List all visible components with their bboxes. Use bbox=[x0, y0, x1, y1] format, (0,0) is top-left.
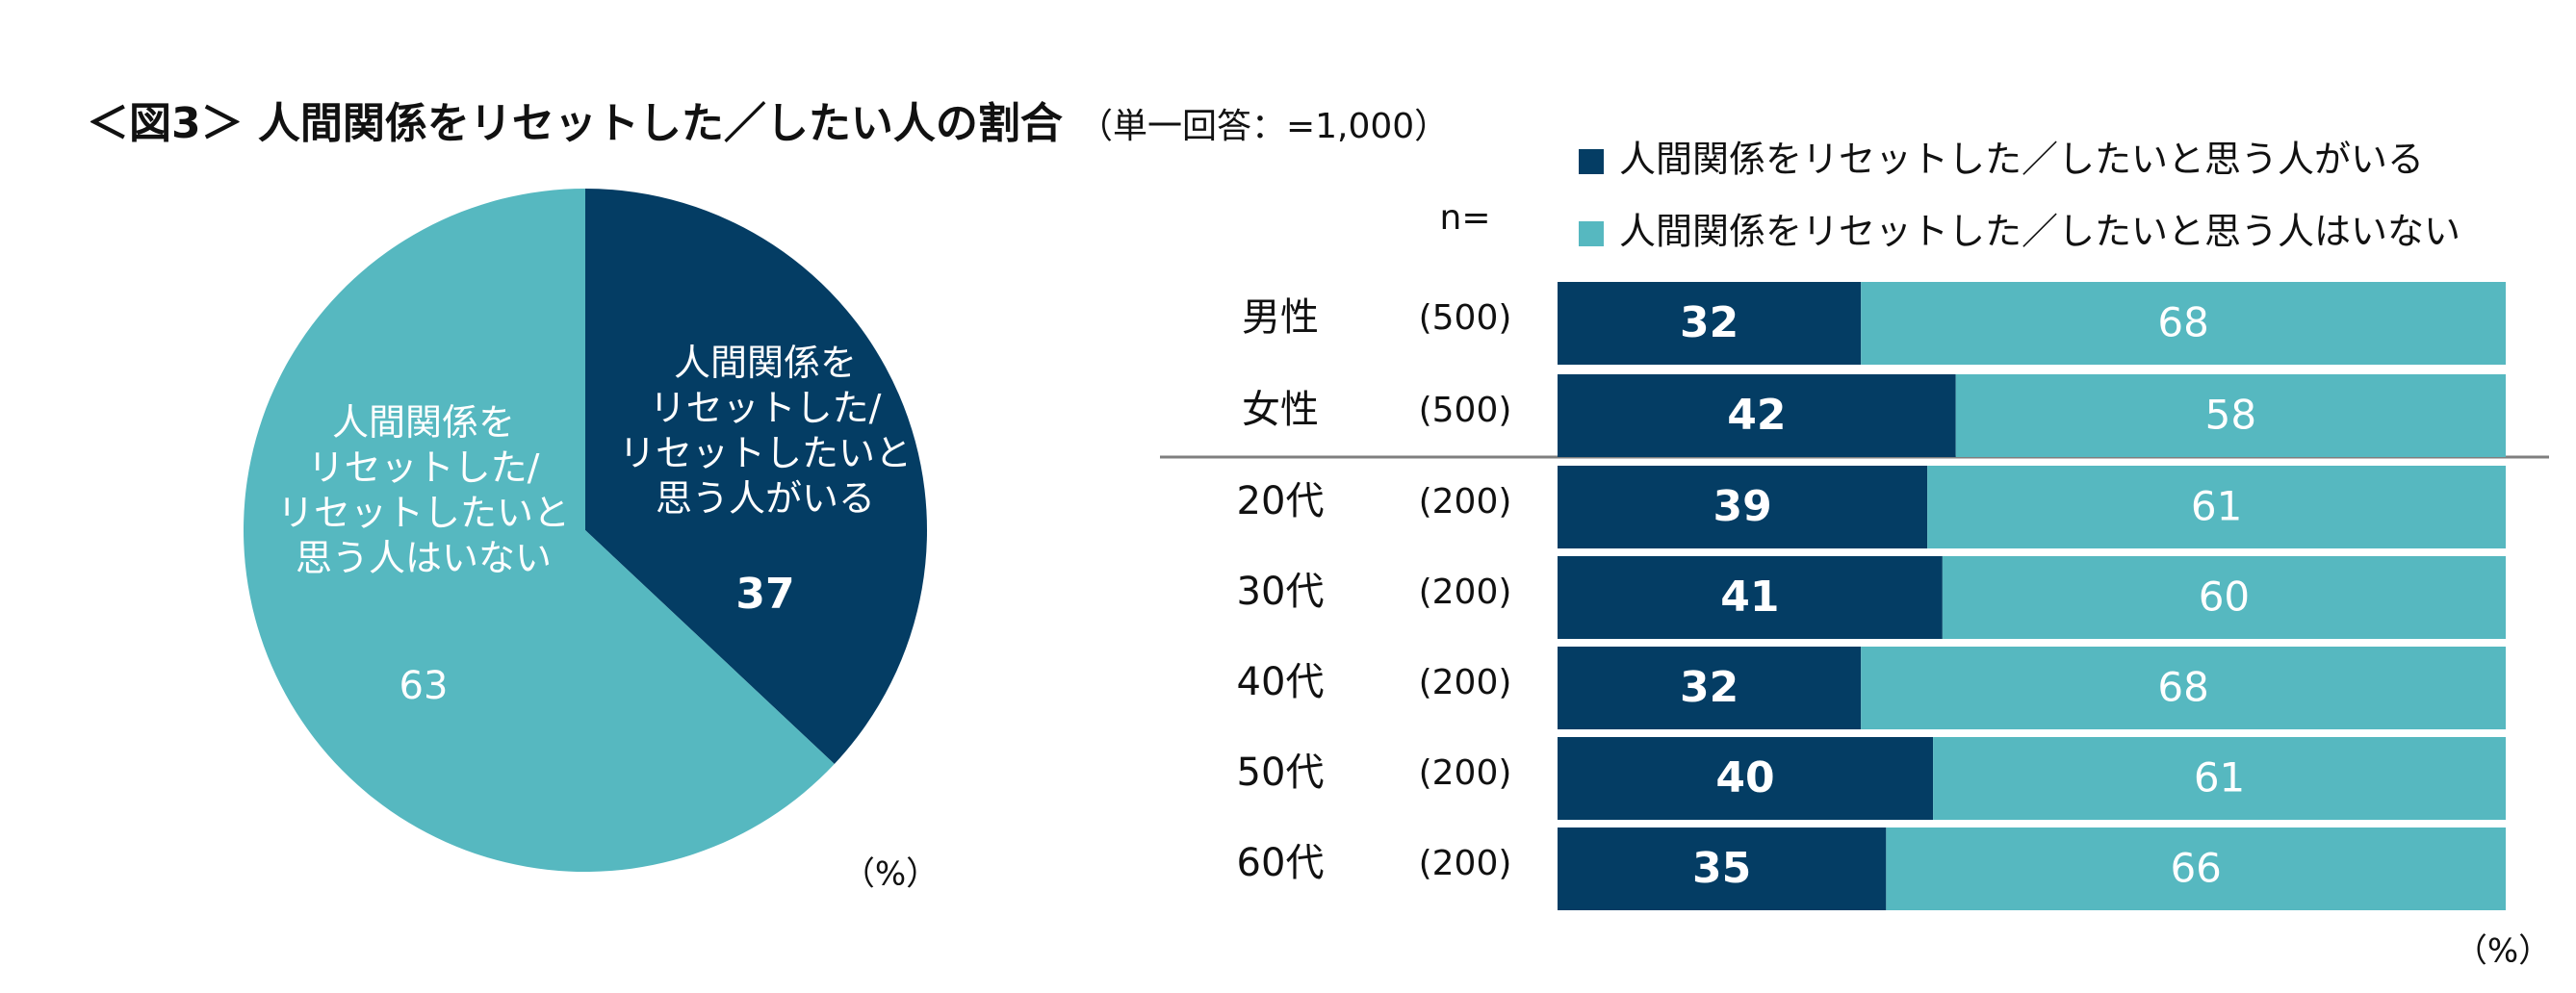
pie-slice-label-line: リセットした/ bbox=[308, 446, 540, 489]
bar-data-label: 61 bbox=[2194, 754, 2245, 802]
bar-category-label: 60代 bbox=[1237, 841, 1325, 885]
bar-data-label: 32 bbox=[1680, 663, 1739, 712]
pie-slice-value-label: 63 bbox=[399, 664, 449, 708]
pie-slice-label-line: 思う人はいない bbox=[296, 537, 552, 579]
bar-n-label: (200) bbox=[1419, 573, 1512, 612]
legend-swatch-2 bbox=[1579, 221, 1604, 246]
bar-data-label: 32 bbox=[1680, 298, 1739, 347]
legend-label-2: 人間関係をリセットした／したいと思う人はいない bbox=[1619, 211, 2460, 253]
bar-segment-1 bbox=[1558, 556, 1943, 639]
bar-segment-2 bbox=[1933, 737, 2506, 820]
chart-title-sample-note: （単一回答：=1,000） bbox=[1077, 107, 1450, 146]
bar-category-label: 50代 bbox=[1237, 751, 1325, 795]
bar-data-label: 41 bbox=[1720, 573, 1779, 622]
bar-segment-2 bbox=[1861, 282, 2506, 365]
chart-title: ＜図3＞ 人間関係をリセットした／したい人の割合 （単一回答：=1,000） bbox=[87, 89, 1449, 150]
bar-data-label: 39 bbox=[1713, 482, 1771, 531]
pie-chart: 人間関係をリセットした/リセットしたいと思う人がいる37人間関係をリセットした/… bbox=[243, 189, 939, 894]
pie-slice-label-line: 人間関係を bbox=[332, 401, 515, 444]
bar-data-label: 68 bbox=[2157, 664, 2208, 711]
bar-segment-2 bbox=[1942, 556, 2506, 639]
bar-n-label: (200) bbox=[1419, 753, 1512, 793]
bar-segment-2 bbox=[1861, 647, 2506, 729]
pie-unit-label: （%） bbox=[842, 855, 939, 894]
bar-n-label: (200) bbox=[1419, 844, 1512, 883]
bar-n-label: (500) bbox=[1419, 391, 1512, 430]
bar-category-label: 40代 bbox=[1237, 660, 1325, 704]
bar-segment-1 bbox=[1558, 737, 1934, 820]
bar-segment-2 bbox=[1927, 466, 2506, 548]
bar-segment-2 bbox=[1955, 374, 2506, 457]
bar-n-label: (500) bbox=[1419, 298, 1512, 338]
bar-data-label: 66 bbox=[2170, 845, 2221, 892]
bar-segment-1 bbox=[1558, 374, 1956, 457]
pie-slice-label-line: リセットしたいと bbox=[619, 432, 912, 474]
bar-data-label: 68 bbox=[2157, 299, 2208, 346]
bar-category-label: 男性 bbox=[1242, 295, 1319, 340]
bar-data-label: 35 bbox=[1692, 844, 1751, 893]
pie-slice-label-line: 思う人がいる bbox=[656, 477, 875, 520]
stacked-bar-chart: 人間関係をリセットした／したいと思う人がいる人間関係をリセットした／したいと思う… bbox=[1160, 139, 2551, 971]
bar-n-label: (200) bbox=[1419, 482, 1512, 522]
chart-title-main: ＜図3＞ 人間関係をリセットした／したい人の割合 bbox=[87, 99, 1063, 148]
bar-n-label: (200) bbox=[1419, 663, 1512, 702]
bar-category-label: 20代 bbox=[1237, 479, 1325, 523]
bar-data-label: 40 bbox=[1715, 753, 1774, 802]
bar-data-label: 42 bbox=[1727, 391, 1786, 440]
pie-slice-1 bbox=[585, 189, 927, 765]
bar-data-label: 61 bbox=[2191, 483, 2242, 530]
bar-category-label: 女性 bbox=[1242, 388, 1319, 432]
bar-segment-1 bbox=[1558, 282, 1862, 365]
n-header-label: n= bbox=[1440, 198, 1491, 238]
bar-unit-label: （%） bbox=[2455, 932, 2551, 971]
bar-category-label: 30代 bbox=[1237, 570, 1325, 614]
pie-slice-label-line: リセットした/ bbox=[650, 387, 882, 429]
bar-segment-2 bbox=[1886, 828, 2506, 910]
pie-slice-value-label: 37 bbox=[735, 570, 794, 619]
bar-data-label: 58 bbox=[2205, 392, 2256, 439]
legend-label-1: 人間関係をリセットした／したいと思う人がいる bbox=[1619, 139, 2424, 181]
pie-slice-label-line: リセットしたいと bbox=[277, 492, 570, 534]
bar-segment-1 bbox=[1558, 647, 1862, 729]
bar-data-label: 60 bbox=[2199, 573, 2250, 621]
bar-segment-1 bbox=[1558, 828, 1887, 910]
legend-swatch-1 bbox=[1579, 149, 1604, 174]
pie-slice-label-line: 人間関係を bbox=[674, 342, 857, 384]
bar-segment-1 bbox=[1558, 466, 1928, 548]
pie-slice-2 bbox=[243, 189, 835, 872]
